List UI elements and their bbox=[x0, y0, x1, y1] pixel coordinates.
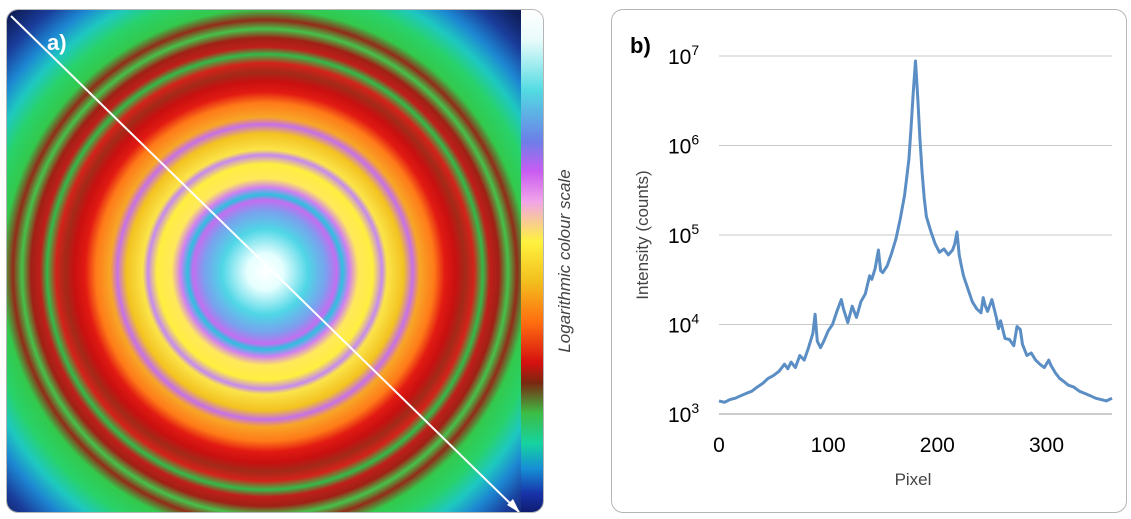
y-tick-label: 107 bbox=[668, 42, 699, 69]
y-tick-label: 103 bbox=[668, 400, 699, 427]
grid-lines bbox=[719, 55, 1112, 325]
y-tick-label: 105 bbox=[668, 221, 699, 248]
x-axis-label: Pixel bbox=[895, 470, 932, 489]
colorbar-label: Logarithmic colour scale bbox=[555, 169, 574, 352]
intensity-chart: 103 104 105 106 107 0 100 200 300 b) Pixel Inte… bbox=[630, 33, 1113, 489]
y-tick-labels: 103 104 105 106 107 bbox=[668, 42, 699, 427]
panel-a-label: a) bbox=[47, 30, 67, 55]
x-tick-labels: 0 100 200 300 bbox=[713, 434, 1064, 457]
y-axis-label: Intensity (counts) bbox=[633, 170, 652, 299]
x-tick-label: 100 bbox=[811, 434, 846, 457]
colour-scale-bar bbox=[521, 10, 543, 512]
intensity-panel: 103 104 105 106 107 0 100 200 300 b) Pixel Inte… bbox=[611, 9, 1127, 513]
diffraction-rings bbox=[7, 10, 521, 512]
series-line bbox=[718, 59, 1113, 404]
colorbar-label-area: Logarithmic colour scale bbox=[555, 169, 574, 352]
y-tick-label: 104 bbox=[668, 311, 699, 338]
line-profile-marker bbox=[10, 15, 520, 512]
x-tick-label: 200 bbox=[920, 434, 955, 457]
diffraction-panel: a) bbox=[6, 9, 544, 513]
x-tick-label: 300 bbox=[1029, 434, 1064, 457]
panel-b-label: b) bbox=[630, 33, 651, 58]
y-tick-label: 106 bbox=[668, 132, 699, 159]
line-profile-arrowhead bbox=[507, 499, 520, 512]
diffraction-image: a) bbox=[7, 10, 543, 512]
x-tick-label: 0 bbox=[713, 434, 725, 457]
